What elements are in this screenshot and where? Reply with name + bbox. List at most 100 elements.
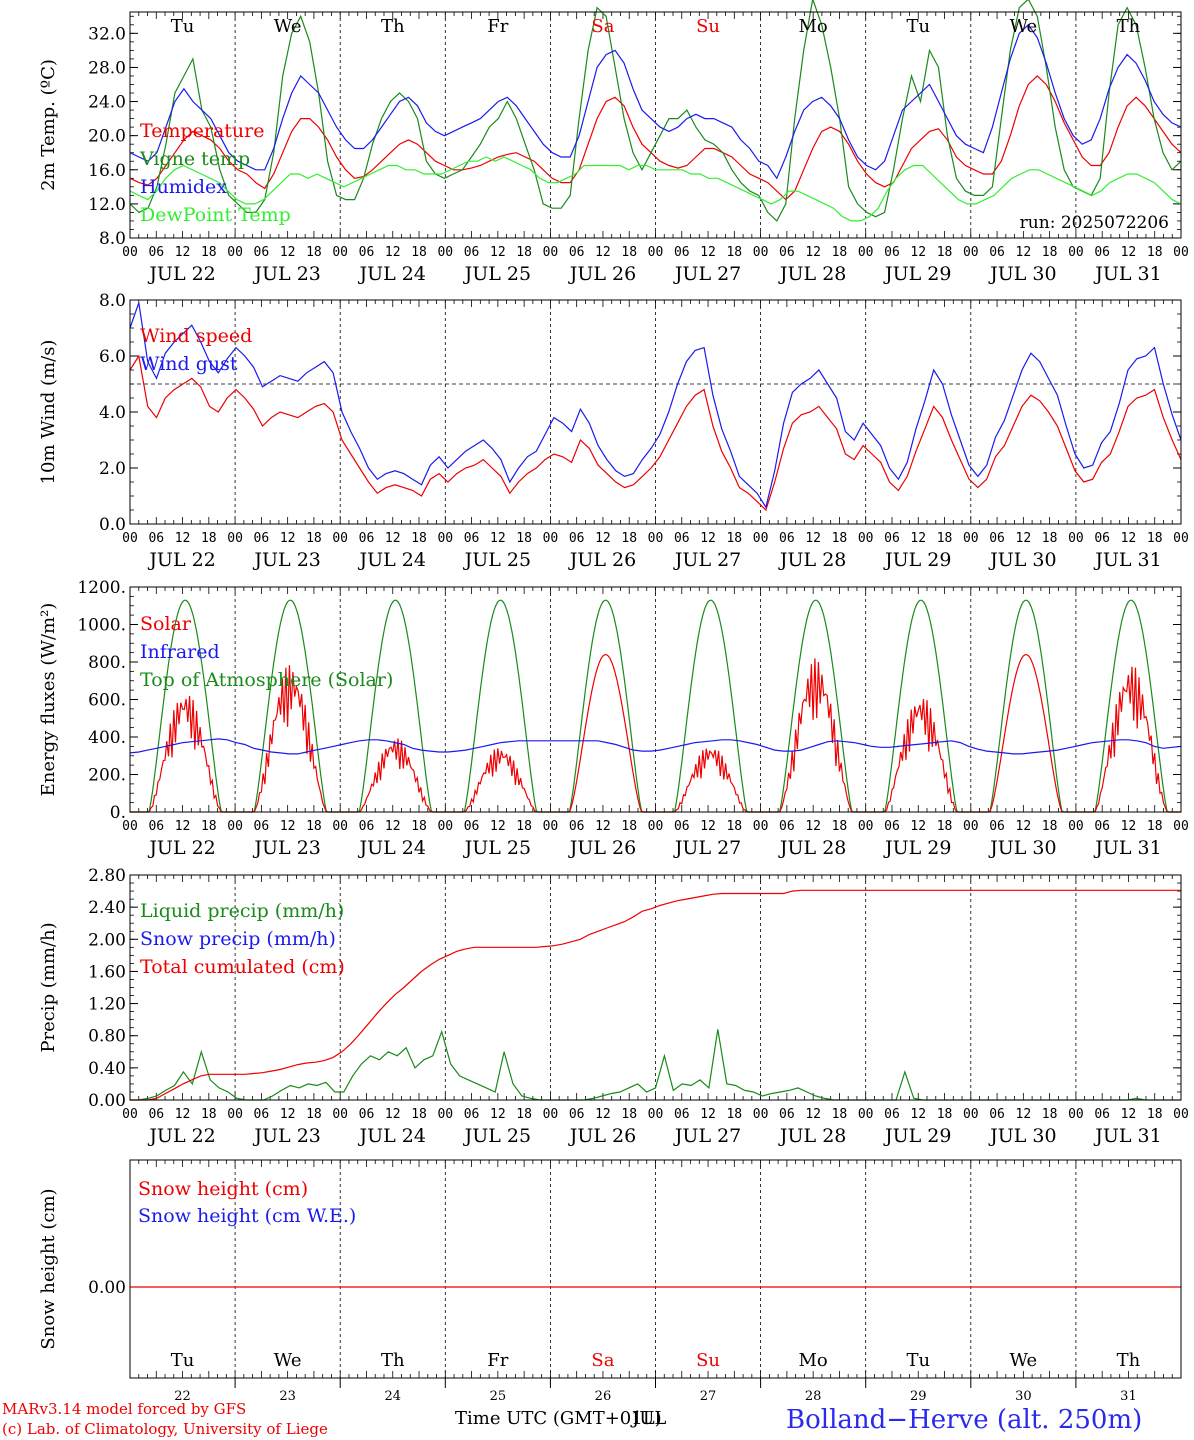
hour-label: 06 bbox=[569, 531, 585, 546]
day-name-bottom: Tu bbox=[171, 1350, 195, 1371]
hour-label: 06 bbox=[989, 819, 1005, 834]
hour-label: 00 bbox=[648, 819, 664, 834]
day-number: 31 bbox=[1120, 1389, 1137, 1404]
hour-label: 12 bbox=[805, 819, 821, 834]
hour-label: 12 bbox=[490, 245, 506, 260]
hour-label: 06 bbox=[1094, 245, 1110, 260]
hour-label: 06 bbox=[359, 531, 375, 546]
day-name-bottom: Th bbox=[1117, 1350, 1141, 1371]
day-name-bottom: Tu bbox=[906, 1350, 930, 1371]
humidex-line bbox=[129, 23, 1182, 180]
day-name-top: Mo bbox=[799, 16, 828, 37]
date-label: JUL 29 bbox=[883, 263, 951, 285]
y-tick-label: 0.40 bbox=[88, 1059, 126, 1079]
x-axis-title-overlay: JUL bbox=[630, 1408, 666, 1429]
hour-label: 18 bbox=[1147, 1107, 1163, 1122]
y-tick-label: 400. bbox=[88, 728, 126, 748]
hour-label: 06 bbox=[779, 819, 795, 834]
y-tick-label: 0.0 bbox=[99, 515, 126, 535]
hour-label: 18 bbox=[306, 245, 322, 260]
hour-label: 06 bbox=[1094, 819, 1110, 834]
hour-label: 18 bbox=[1042, 531, 1058, 546]
date-label: JUL 22 bbox=[147, 837, 215, 859]
y-tick-label: 1.20 bbox=[88, 995, 126, 1015]
y-tick-label: 200. bbox=[88, 766, 126, 786]
hour-label: 00 bbox=[963, 245, 979, 260]
hour-label: 00 bbox=[332, 531, 348, 546]
date-label: JUL 25 bbox=[463, 263, 531, 285]
hour-label: 00 bbox=[963, 531, 979, 546]
hour-label: 18 bbox=[411, 245, 427, 260]
hour-label: 00 bbox=[543, 245, 559, 260]
hour-label: 06 bbox=[148, 819, 164, 834]
hour-label: 18 bbox=[411, 1107, 427, 1122]
hour-label: 06 bbox=[674, 245, 690, 260]
day-name-bottom: Fr bbox=[487, 1350, 508, 1371]
day-number: 29 bbox=[910, 1389, 927, 1404]
hour-label: 18 bbox=[306, 1107, 322, 1122]
hour-label: 00 bbox=[648, 531, 664, 546]
lab-credit: (c) Lab. of Climatology, University of L… bbox=[2, 1420, 328, 1438]
hour-label: 12 bbox=[490, 1107, 506, 1122]
y-axis-label: Precip (mm/h) bbox=[38, 922, 59, 1052]
hour-label: 18 bbox=[621, 531, 637, 546]
date-label: JUL 26 bbox=[568, 837, 636, 859]
hour-label: 18 bbox=[201, 1107, 217, 1122]
date-label: JUL 23 bbox=[252, 549, 320, 571]
hour-label: 12 bbox=[490, 531, 506, 546]
hour-label: 12 bbox=[385, 819, 401, 834]
hour-label: 12 bbox=[700, 1107, 716, 1122]
y-tick-label: 2.0 bbox=[99, 459, 126, 479]
hour-label: 12 bbox=[1016, 819, 1032, 834]
hour-label: 00 bbox=[332, 819, 348, 834]
hour-label: 06 bbox=[989, 1107, 1005, 1122]
run-annotation: run: 2025072206 bbox=[1020, 213, 1169, 233]
hour-label: 00 bbox=[227, 1107, 243, 1122]
legend-entry: Snow height (cm W.E.) bbox=[138, 1205, 356, 1227]
hour-label: 12 bbox=[385, 1107, 401, 1122]
hour-label: 12 bbox=[805, 245, 821, 260]
footer: MARv3.14 model forced by GFS (c) Lab. of… bbox=[2, 1400, 1142, 1438]
panel-5: 0.00 Snow height (cm) Snow height (cm) Snow… bbox=[38, 1159, 1182, 1404]
date-label: JUL 30 bbox=[988, 1125, 1056, 1147]
hour-label: 12 bbox=[910, 819, 926, 834]
hour-label: 00 bbox=[437, 531, 453, 546]
hour-label: 00 bbox=[1068, 819, 1084, 834]
date-label: JUL 30 bbox=[988, 837, 1056, 859]
hour-label: 06 bbox=[359, 819, 375, 834]
y-tick-label: 32.0 bbox=[88, 24, 126, 44]
y-tick-label: 16.0 bbox=[88, 161, 126, 181]
hour-label: 00 bbox=[437, 819, 453, 834]
legend-entry: Vigne temp bbox=[139, 148, 250, 170]
hour-label: 00 bbox=[543, 1107, 559, 1122]
hour-label: 18 bbox=[832, 245, 848, 260]
hour-label: 00 bbox=[122, 819, 138, 834]
hour-label: 00 bbox=[753, 819, 769, 834]
legend-entry: Wind gust bbox=[140, 353, 238, 375]
hour-label: 06 bbox=[674, 819, 690, 834]
temperature-line bbox=[129, 75, 1182, 201]
hour-label: 00 bbox=[122, 1107, 138, 1122]
plot-frame bbox=[129, 586, 1182, 813]
hour-label: 00 bbox=[543, 531, 559, 546]
date-label: JUL 24 bbox=[358, 263, 426, 285]
hour-label: 18 bbox=[832, 531, 848, 546]
hour-label: 00 bbox=[122, 245, 138, 260]
wind-gust-line bbox=[129, 302, 1182, 509]
hour-label: 00 bbox=[1068, 531, 1084, 546]
date-label: JUL 29 bbox=[883, 549, 951, 571]
hour-label: 00 bbox=[437, 1107, 453, 1122]
legend-entry: Liquid precip (mm/h) bbox=[140, 900, 344, 922]
hour-label: 18 bbox=[411, 819, 427, 834]
date-label: JUL 28 bbox=[778, 837, 846, 859]
hour-label: 06 bbox=[569, 245, 585, 260]
date-label: JUL 28 bbox=[778, 549, 846, 571]
y-tick-label: 0.00 bbox=[88, 1278, 126, 1298]
date-label: JUL 23 bbox=[252, 837, 320, 859]
hour-label: 18 bbox=[306, 531, 322, 546]
hour-label: 12 bbox=[280, 1107, 296, 1122]
hour-label: 00 bbox=[1068, 245, 1084, 260]
y-tick-label: 800. bbox=[88, 653, 126, 673]
hour-label: 12 bbox=[700, 531, 716, 546]
hour-label: 00 bbox=[858, 819, 874, 834]
